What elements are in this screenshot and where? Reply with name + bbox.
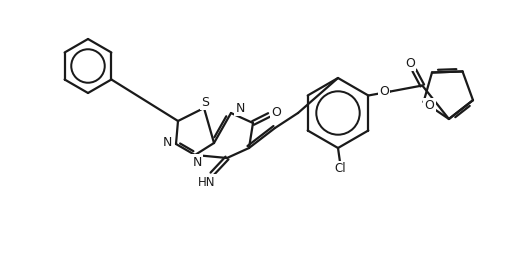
Text: N: N [235, 102, 245, 115]
Text: HN: HN [198, 176, 216, 189]
Text: O: O [406, 57, 415, 70]
Text: N: N [192, 155, 201, 169]
Text: O: O [379, 85, 389, 98]
Text: N: N [162, 137, 172, 150]
Text: S: S [201, 95, 209, 108]
Text: Cl: Cl [334, 163, 346, 176]
Text: O: O [425, 99, 434, 112]
Text: O: O [271, 107, 281, 120]
